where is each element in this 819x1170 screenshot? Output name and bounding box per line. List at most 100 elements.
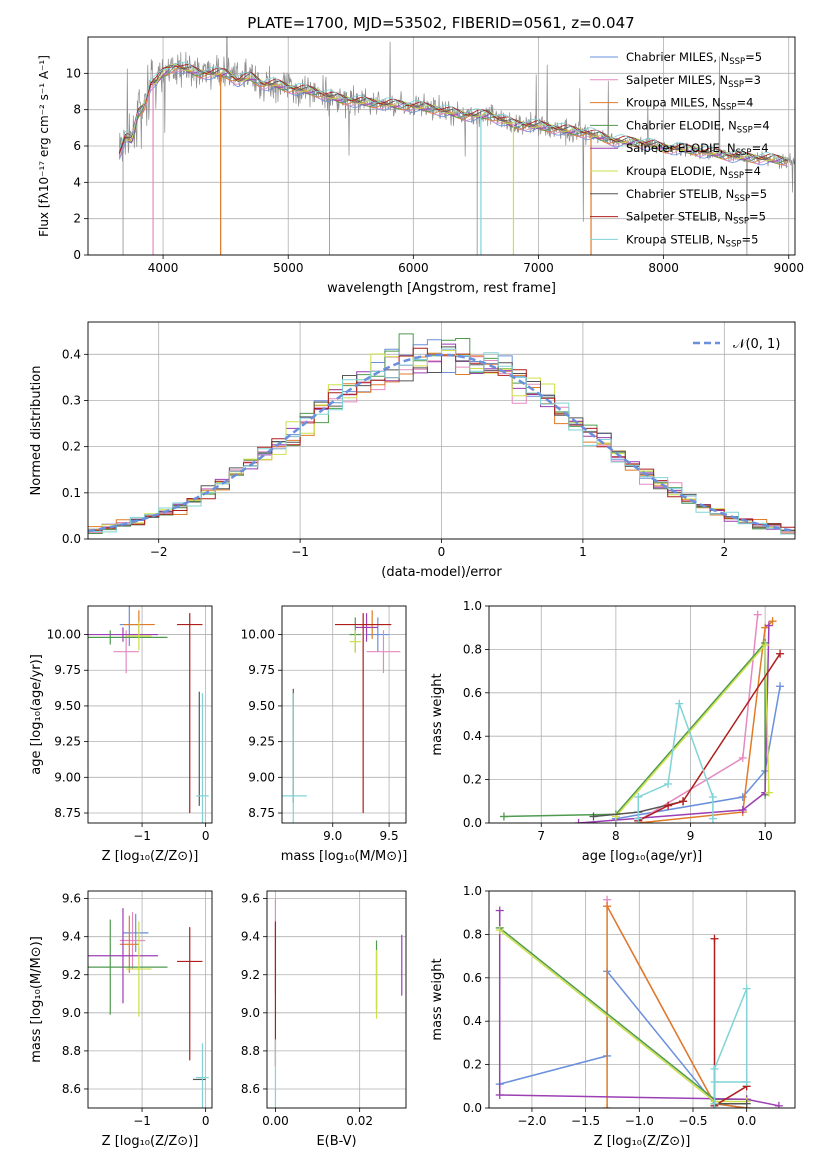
figure-title: PLATE=1700, MJD=53502, FIBERID=0561, z=0… bbox=[247, 14, 634, 32]
y-tick-label: 0.4 bbox=[463, 1014, 482, 1028]
legend-entry: Salpeter STELIB, NSSP=5 bbox=[626, 210, 766, 227]
legend-entry: 𝒩(0, 1) bbox=[733, 337, 780, 352]
axes-frame: 9.0 9.5 8.75 9.00 9.25 9.50 9.75 10.00 mass [log… bbox=[241, 605, 408, 864]
weight-point-marker bbox=[764, 621, 773, 630]
x-tick-label: 7 bbox=[537, 829, 545, 843]
x-tick-label: −1 bbox=[291, 545, 309, 559]
x-tick-label: −1 bbox=[133, 1114, 151, 1128]
y-tick-label: 8.75 bbox=[54, 806, 81, 820]
x-tick-label: 9.0 bbox=[323, 829, 342, 843]
x-tick-label: 9 bbox=[687, 829, 695, 843]
weight-point-marker bbox=[710, 1077, 719, 1086]
panel-mass-vs-EBV: 0.00 0.02 8.6 8.8 9.0 9.2 9.4 9.6 E(B-V) bbox=[241, 890, 407, 1149]
x-tick-label: 0 bbox=[438, 545, 446, 559]
x-axis-label: mass [log₁₀(M/M⊙)] bbox=[281, 849, 408, 864]
model-spectrum-line bbox=[118, 61, 788, 160]
y-tick-label: 0.8 bbox=[463, 927, 482, 941]
x-tick-label: 8 bbox=[612, 829, 620, 843]
y-tick-label: 9.6 bbox=[62, 892, 81, 906]
axes-spine bbox=[281, 605, 407, 824]
y-tick-label: 9.25 bbox=[248, 735, 275, 749]
y-tick-label: 0.6 bbox=[463, 686, 482, 700]
plot-content bbox=[495, 895, 783, 1108]
legend-entry: Chabrier STELIB, NSSP=5 bbox=[626, 187, 767, 204]
weight-point-marker bbox=[664, 801, 673, 810]
weight-point-marker bbox=[574, 819, 583, 823]
weight-point-marker bbox=[774, 1101, 783, 1108]
x-tick-label: −1 bbox=[133, 829, 151, 843]
y-tick-label: 4 bbox=[73, 175, 81, 189]
axes-frame: −1 0 8.75 9.00 9.25 9.50 9.75 10.00 Z [log₁₀(Z/Z… bbox=[29, 605, 213, 864]
y-tick-label: 1.0 bbox=[463, 599, 482, 613]
weight-point-marker bbox=[764, 788, 773, 797]
weight-point-marker bbox=[710, 1099, 719, 1108]
y-tick-label: 0.3 bbox=[62, 393, 81, 407]
weight-point-marker bbox=[495, 926, 504, 935]
y-tick-label: 2 bbox=[73, 212, 81, 226]
y-tick-label: 10 bbox=[66, 66, 81, 80]
axes-frame: 4000 5000 6000 7000 8000 9000 0 2 4 6 8 10 wavelengt… bbox=[37, 36, 804, 296]
y-tick-label: 9.50 bbox=[248, 699, 275, 713]
weight-point-marker bbox=[634, 792, 643, 801]
y-tick-label: 9.00 bbox=[248, 770, 275, 784]
y-tick-label: 0.0 bbox=[463, 816, 482, 830]
y-tick-label: 0 bbox=[73, 248, 81, 262]
legend: Chabrier MILES, NSSP=5 Salpeter MILES, NS… bbox=[590, 50, 770, 249]
plot-content bbox=[88, 908, 209, 1108]
weight-point-marker bbox=[679, 797, 688, 806]
panel-spectrum: 4000 5000 6000 7000 8000 9000 0 2 4 6 8 10 wavelengt… bbox=[37, 36, 804, 296]
weight-point-marker bbox=[603, 902, 612, 911]
y-tick-label: 0.0 bbox=[62, 532, 81, 546]
x-tick-label: 0 bbox=[202, 1114, 210, 1128]
weight-point-marker bbox=[753, 610, 762, 619]
panel-residuals: −2 −1 0 1 2 0.0 0.1 0.2 0.3 0.4 (data-model)/error… bbox=[29, 321, 796, 580]
x-tick-label: −2 bbox=[150, 545, 168, 559]
errorbar-point bbox=[126, 921, 152, 1017]
x-axis-label: wavelength [Angstrom, rest frame] bbox=[327, 281, 556, 296]
y-axis-label: mass weight bbox=[430, 958, 445, 1040]
plot-area bbox=[267, 891, 406, 1108]
weight-series-line bbox=[498, 910, 780, 1107]
x-tick-label: 5000 bbox=[273, 261, 304, 275]
errorbar-point bbox=[196, 1043, 209, 1108]
plot-content bbox=[282, 610, 401, 823]
weight-point-marker bbox=[742, 1077, 751, 1086]
x-tick-label: 0 bbox=[202, 829, 210, 843]
y-tick-label: 9.4 bbox=[62, 930, 81, 944]
y-tick-label: 0.4 bbox=[463, 729, 482, 743]
legend-entry: Kroupa MILES, NSSP=4 bbox=[626, 96, 753, 113]
plot-area bbox=[489, 891, 795, 1108]
y-tick-label: 8.8 bbox=[62, 1044, 81, 1058]
y-tick-label: 10.00 bbox=[47, 628, 81, 642]
x-axis-label: Z [log₁₀(Z/Z⊙)] bbox=[102, 849, 199, 864]
y-tick-label: 9.50 bbox=[54, 699, 81, 713]
y-tick-label: 9.75 bbox=[248, 663, 275, 677]
x-tick-label: 7000 bbox=[523, 261, 554, 275]
x-tick-label: 2 bbox=[720, 545, 728, 559]
plot-content bbox=[118, 37, 795, 255]
x-tick-label: −2.0 bbox=[517, 1114, 546, 1128]
weight-series-line bbox=[503, 640, 766, 818]
y-tick-label: 0.2 bbox=[62, 440, 81, 454]
y-tick-label: 9.0 bbox=[241, 1006, 260, 1020]
errorbar-point bbox=[349, 630, 361, 654]
y-tick-label: 0.2 bbox=[463, 1058, 482, 1072]
plot-content bbox=[88, 333, 795, 535]
y-axis-label: mass weight bbox=[430, 673, 445, 755]
x-axis-label: E(B-V) bbox=[316, 1134, 356, 1149]
weight-point-marker bbox=[776, 649, 785, 658]
errorbar-point bbox=[88, 908, 158, 1004]
x-axis-label: (data-model)/error bbox=[381, 565, 502, 580]
weight-point-marker bbox=[710, 934, 719, 943]
model-spectrum-line bbox=[118, 64, 788, 161]
y-tick-label: 10.00 bbox=[241, 628, 275, 642]
axes-frame: −2 −1 0 1 2 0.0 0.1 0.2 0.3 0.4 (data-model)/error… bbox=[29, 321, 796, 580]
y-tick-label: 0.8 bbox=[463, 642, 482, 656]
weight-point-marker bbox=[710, 1064, 719, 1073]
errorbar-point bbox=[88, 627, 158, 642]
panel-weight-vs-Z: −2.0 −1.5 −1.0 −0.5 0.0 0.0 0.2 0.4 0.6 0.8 1.0 Z [… bbox=[430, 884, 796, 1149]
plot-content bbox=[499, 610, 785, 823]
y-tick-label: 6 bbox=[73, 139, 81, 153]
y-tick-label: 9.2 bbox=[62, 968, 81, 982]
plot-content bbox=[274, 898, 403, 1108]
